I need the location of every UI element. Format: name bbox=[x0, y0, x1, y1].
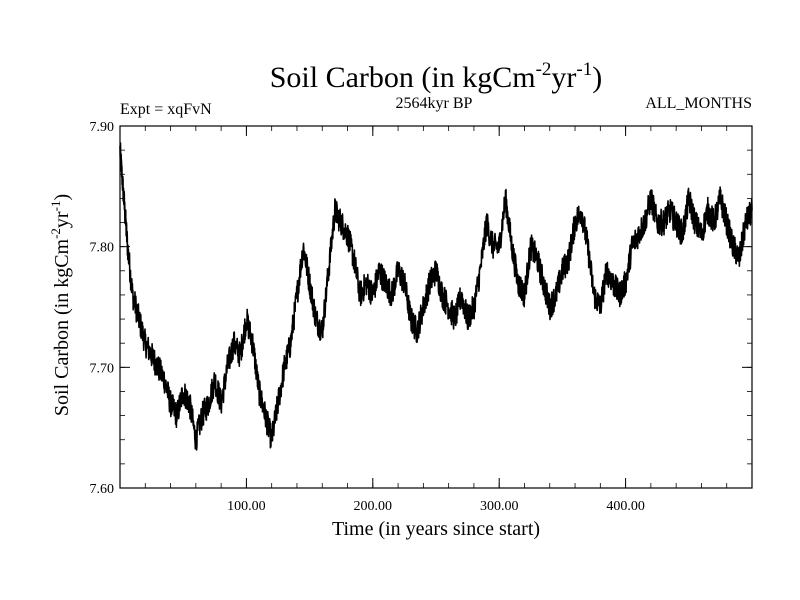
y-axis: 7.60 7.70 7.80 7.90 bbox=[90, 120, 752, 497]
chart-title: Soil Carbon (in kgCm-2yr-1) bbox=[270, 59, 603, 94]
x-tick-label: 300.00 bbox=[480, 499, 519, 514]
series-layer bbox=[119, 142, 753, 451]
experiment-label: Expt = xqFvN bbox=[120, 101, 212, 118]
y-tick-label: 7.60 bbox=[90, 482, 115, 497]
x-tick-label: 400.00 bbox=[606, 499, 645, 514]
y-tick-label: 7.90 bbox=[90, 120, 115, 135]
x-axis-label: Time (in years since start) bbox=[332, 518, 540, 540]
x-tick-label: 100.00 bbox=[227, 499, 266, 514]
series-line bbox=[119, 142, 753, 451]
period-label: 2564kyr BP bbox=[396, 95, 473, 112]
y-tick-label: 7.80 bbox=[90, 241, 115, 256]
months-label: ALL_MONTHS bbox=[645, 95, 752, 112]
plot-frame bbox=[119, 125, 753, 489]
x-tick-label: 200.00 bbox=[354, 499, 393, 514]
x-axis: 100.00 200.00 300.00 400.00 bbox=[144, 126, 728, 514]
y-axis-label: Soil Carbon (in kgCm-2yr-1) bbox=[48, 194, 73, 416]
y-tick-label: 7.70 bbox=[90, 361, 115, 376]
